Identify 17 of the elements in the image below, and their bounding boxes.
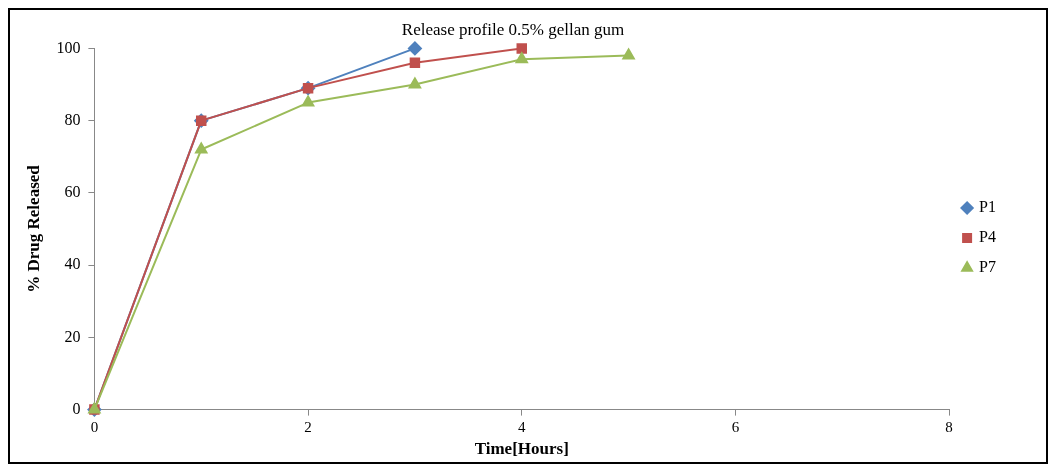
y-axis-title: % Drug Released — [23, 164, 43, 293]
legend-label: P1 — [979, 198, 997, 216]
y-tick-label: 20 — [64, 327, 81, 345]
x-axis-title: Time[Hours] — [474, 439, 569, 459]
legend-label: P7 — [979, 258, 997, 276]
x-tick-label: 2 — [304, 418, 312, 435]
x-tick-label: 0 — [90, 418, 99, 435]
y-tick-label: 80 — [64, 110, 81, 128]
y-tick-label: 0 — [72, 399, 81, 417]
x-tick-label: 8 — [945, 418, 953, 435]
x-tick-label: 6 — [731, 418, 740, 435]
y-tick-label: 60 — [64, 183, 81, 201]
y-tick-label: 40 — [64, 255, 81, 273]
y-tick-label: 100 — [56, 38, 81, 56]
chart-title: Release profile 0.5% gellan gum — [401, 19, 625, 39]
x-tick-label: 4 — [518, 418, 526, 435]
legend-label: P4 — [979, 228, 997, 246]
